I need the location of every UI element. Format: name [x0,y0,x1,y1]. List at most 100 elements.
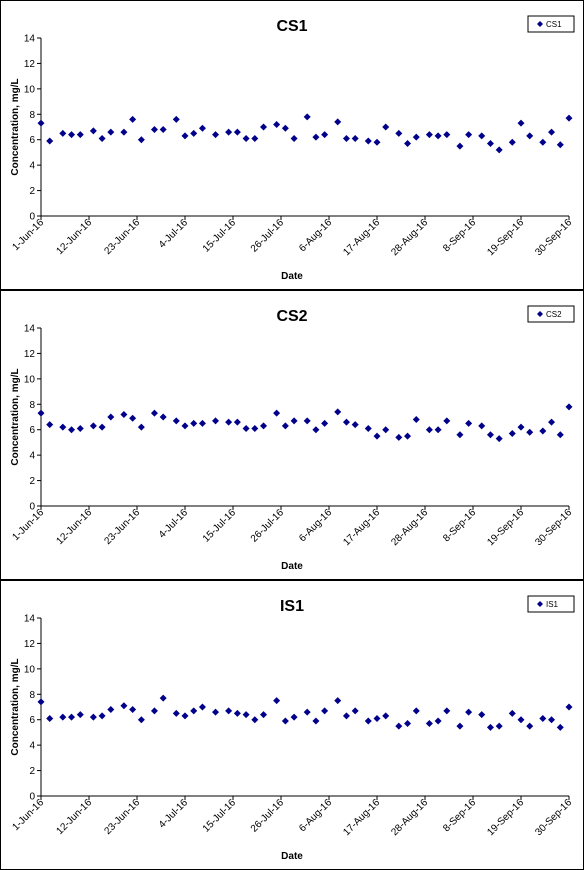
data-point [404,720,412,728]
data-point [539,427,547,435]
data-point [517,423,525,431]
data-point [373,714,381,722]
data-point [225,707,233,715]
chart-is1: IS1 IS1 Concentration, mg/L Date 0 2 4 6 8 10… [10,595,575,862]
data-point [76,131,84,139]
legend: CS2 [527,305,575,323]
data-point [495,722,503,730]
data-point [334,697,342,705]
data-point [526,428,534,436]
data-point [425,426,433,434]
y-axis-title: Concentration, mg/L [10,78,21,175]
y-tick-label: 6 [29,715,35,726]
data-point [120,702,128,710]
data-point [137,423,145,431]
data-point [517,119,525,127]
legend: CS1 [527,15,575,33]
data-point [181,132,189,140]
data-point [129,115,137,123]
x-tick-label: 8-Sep-16 [441,797,478,834]
y-tick-label: 8 [29,400,35,411]
data-point [89,422,97,430]
data-point [465,708,473,716]
data-point [334,408,342,416]
x-tick-label: 15-Jul-16 [201,797,239,835]
data-point [68,131,76,139]
x-tick-label: 19-Sep-16 [485,797,526,838]
data-point [120,128,128,136]
data-point [382,712,390,720]
data-point [556,723,564,731]
x-tick-label: 30-Sep-16 [533,507,574,548]
y-tick-label: 4 [29,161,35,172]
y-tick-label: 0 [29,792,35,803]
x-tick-label: 28-Aug-16 [389,797,430,838]
x-tick-label: 28-Aug-16 [389,217,430,258]
legend-box [527,595,575,613]
data-point [251,424,259,432]
y-tick-label: 14 [24,614,36,625]
y-tick-label: 0 [29,502,35,513]
x-tick-label: 6-Aug-16 [297,507,334,544]
data-point [556,431,564,439]
data-point [233,709,241,717]
data-point [373,432,381,440]
data-point [273,120,281,128]
data-point [342,418,350,426]
data-point [107,128,115,136]
y-tick-label: 14 [24,34,36,45]
x-tick-label: 12-Jun-16 [55,507,95,547]
x-tick-label: 8-Sep-16 [441,217,478,254]
x-tick-label: 15-Jul-16 [201,217,239,255]
data-point [456,142,464,150]
data-point [181,422,189,430]
data-point [37,409,45,417]
chart-panel-cs1: CS1 CS1 Concentration, mg/L Date 0 2 4 6 8 10… [0,0,584,290]
data-point [548,418,556,426]
y-tick-label: 8 [29,690,35,701]
data-point [565,403,573,411]
data-point [76,424,84,432]
data-point [425,720,433,728]
data-point [434,717,442,725]
data-point [89,713,97,721]
y-tick-label: 2 [29,186,35,197]
x-tick-label: 17-Aug-16 [341,507,382,548]
data-point [312,133,320,141]
x-tick-label: 12-Jun-16 [55,797,95,837]
data-point [251,716,259,724]
x-axis-title: Date [281,851,303,862]
data-point [98,423,106,431]
data-point [212,417,220,425]
data-point [242,424,250,432]
x-tick-label: 15-Jul-16 [201,507,239,545]
chart-cs2: CS2 CS2 Concentration, mg/L Date 0 2 4 6 8 10… [10,305,575,572]
x-tick-label: 26-Jul-16 [249,217,287,255]
legend-marker [537,21,543,27]
x-tick-label: 6-Aug-16 [297,217,334,254]
chart-panel-cs2: CS2 CS2 Concentration, mg/L Date 0 2 4 6 8 10… [0,290,584,580]
x-axis-title: Date [281,271,303,282]
legend-label: IS1 [546,600,559,609]
data-point [526,132,534,140]
x-tick-label: 12-Jun-16 [55,217,95,257]
data-point [225,418,233,426]
data-point [281,422,289,430]
data-point [364,424,372,432]
y-tick-label: 0 [29,212,35,223]
legend: IS1 [527,595,575,613]
legend-marker [537,311,543,317]
y-tick-label: 14 [24,324,36,335]
data-point [273,697,281,705]
y-axis-title: Concentration, mg/L [10,658,21,755]
data-point [137,716,145,724]
x-tick-label: 23-Jun-16 [103,507,143,547]
data-point [290,417,298,425]
data-point [129,706,137,714]
data-point [364,717,372,725]
x-tick-label: 30-Sep-16 [533,217,574,258]
y-axis-title: Concentration, mg/L [10,368,21,465]
data-point [242,711,250,719]
data-point [129,414,137,422]
data-point [159,694,167,702]
